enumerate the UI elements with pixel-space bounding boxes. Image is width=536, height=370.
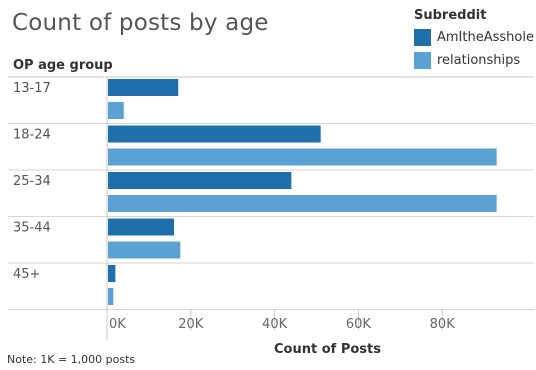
legend-swatch-amitheasshole: [414, 29, 431, 46]
category-label-18-24: 18-24: [13, 128, 51, 143]
x-tick-label: 80K: [430, 317, 456, 332]
legend-item-amitheasshole[interactable]: AmItheAsshole: [414, 26, 534, 49]
bar-amitheasshole-25-34: [108, 172, 292, 189]
bar-relationships-45+: [108, 288, 114, 305]
category-label-35-44: 35-44: [13, 221, 51, 236]
bar-amitheasshole-13-17: [108, 79, 179, 96]
x-tick-label: 20K: [178, 317, 204, 332]
legend: Subreddit AmItheAsshole relationships: [414, 8, 534, 72]
x-tick-label: 0K: [109, 317, 126, 332]
legend-swatch-relationships: [414, 52, 431, 69]
bar-relationships-25-34: [108, 195, 497, 212]
category-label-13-17: 13-17: [13, 81, 51, 96]
category-label-25-34: 25-34: [13, 174, 51, 189]
footnote: Note: 1K = 1,000 posts: [7, 353, 136, 366]
bar-amitheasshole-18-24: [108, 125, 321, 143]
bar-amitheasshole-45+: [108, 265, 116, 282]
row-header: OP age group: [13, 58, 113, 73]
bar-relationships-35-44: [108, 241, 181, 259]
bar-relationships-13-17: [108, 102, 124, 119]
legend-label-amitheasshole: AmItheAsshole: [437, 30, 534, 45]
x-tick-label: 40K: [262, 317, 288, 332]
x-axis-label: Count of Posts: [274, 342, 381, 357]
chart-title: Count of posts by age: [12, 10, 269, 36]
legend-label-relationships: relationships: [437, 53, 521, 68]
bar-relationships-18-24: [108, 148, 497, 166]
legend-title: Subreddit: [414, 8, 487, 23]
x-tick-label: 60K: [346, 317, 372, 332]
category-label-45+: 45+: [13, 267, 40, 282]
bar-amitheasshole-35-44: [108, 218, 175, 236]
legend-item-relationships[interactable]: relationships: [414, 49, 534, 72]
